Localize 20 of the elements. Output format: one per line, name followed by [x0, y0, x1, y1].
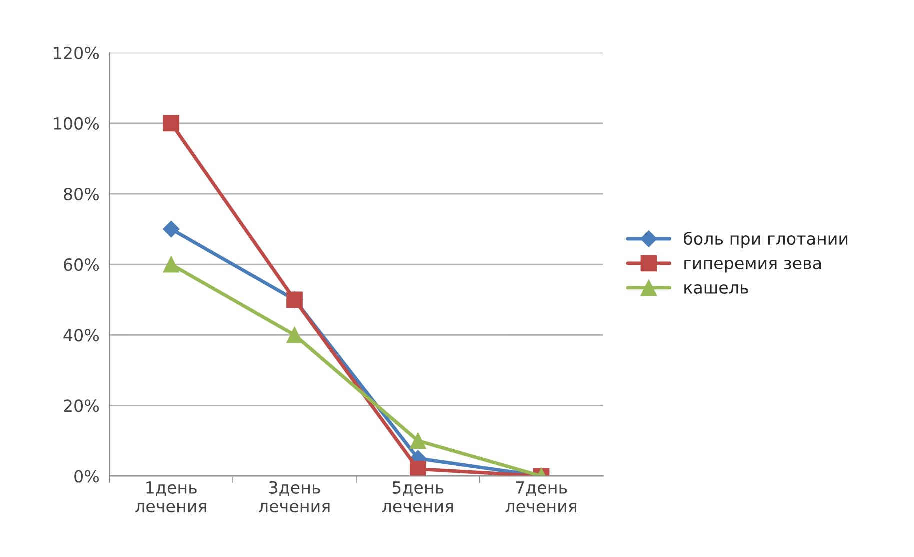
point — [410, 432, 426, 450]
point — [410, 461, 426, 476]
y-tick-label: 80% — [64, 188, 100, 201]
legend-label: боль при глотании — [684, 232, 848, 248]
y-tick-label: 100% — [54, 117, 100, 130]
legend-label: кашель — [684, 284, 748, 294]
y-tick-label: 40% — [64, 329, 100, 342]
x-tick-label: 5день лечения — [382, 482, 454, 513]
x-tick-label: 1день лечения — [136, 482, 206, 513]
legend-label: гиперемия зева — [684, 260, 822, 273]
y-tick-label: 20% — [64, 400, 100, 412]
x-tick-label: 3день лечения — [259, 481, 330, 513]
point — [163, 115, 180, 132]
x-tick-label: 7день лечения — [506, 482, 577, 513]
point — [163, 220, 180, 238]
y-tick-label: 120% — [54, 46, 100, 60]
point — [163, 256, 180, 273]
y-tick-label: 60% — [64, 258, 100, 272]
point — [286, 326, 303, 344]
y-tick-label: 0% — [74, 470, 100, 483]
